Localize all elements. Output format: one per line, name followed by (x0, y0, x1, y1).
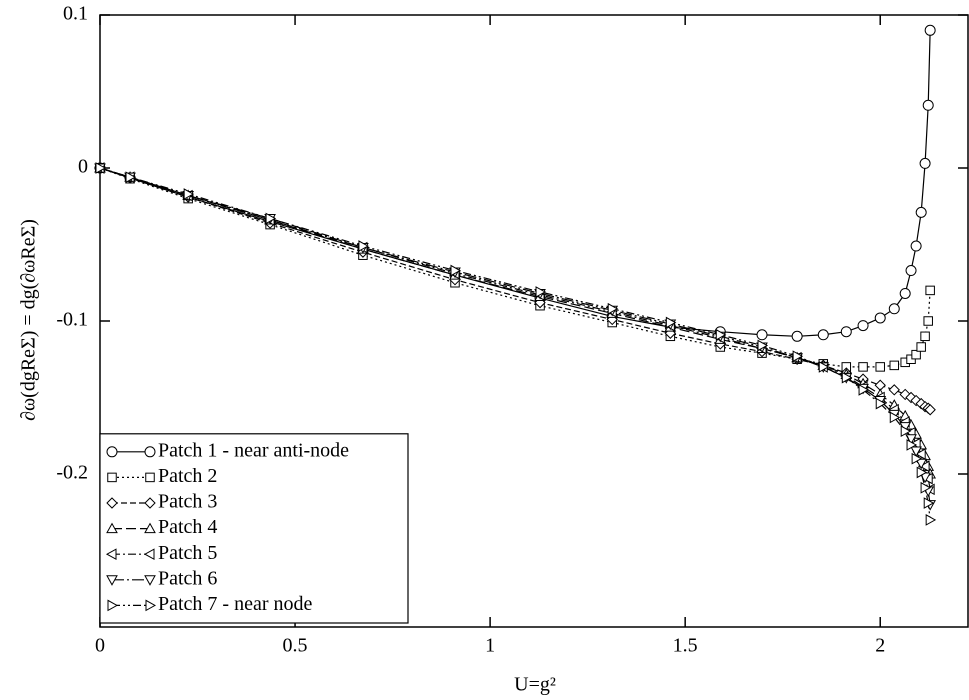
y-tick-label: -0.1 (56, 309, 88, 331)
marker (924, 404, 936, 416)
marker (919, 460, 930, 473)
legend-marker (107, 599, 119, 612)
marker (889, 360, 900, 371)
marker (924, 24, 936, 36)
marker (95, 162, 107, 174)
marker (923, 497, 935, 509)
y-tick-label: 0 (78, 156, 88, 178)
legend-marker (106, 575, 118, 586)
x-tick-label: 2 (875, 635, 885, 657)
marker (920, 481, 932, 494)
marker (920, 331, 930, 342)
legend-marker (105, 548, 117, 561)
marker (791, 330, 803, 342)
legend-marker (144, 497, 156, 509)
marker (875, 362, 885, 372)
marker (911, 452, 923, 465)
marker (915, 206, 927, 218)
marker (792, 350, 804, 363)
marker (922, 99, 934, 111)
marker (875, 397, 887, 410)
marker (665, 316, 677, 329)
x-tick-label: 1.5 (673, 635, 698, 657)
legend-label: Patch 7 - near node (158, 593, 313, 615)
marker (841, 371, 853, 384)
legend-label: Patch 4 (158, 516, 217, 538)
marker (874, 312, 886, 324)
marker (910, 240, 922, 252)
legend-marker (145, 472, 155, 483)
series-line (99, 30, 931, 337)
legend-label: Patch 2 (158, 465, 217, 487)
marker (125, 171, 137, 184)
marker (906, 439, 918, 451)
series-line (99, 167, 931, 368)
marker (889, 411, 901, 424)
marker (840, 326, 852, 338)
series-line (99, 167, 931, 475)
x-tick-label: 0 (95, 635, 105, 657)
marker (915, 458, 928, 470)
x-axis-label: U=g² (514, 674, 556, 696)
marker (757, 339, 769, 352)
legend-marker (145, 599, 157, 612)
marker (923, 316, 933, 326)
marker (756, 329, 768, 341)
x-tick-label: 1 (485, 635, 495, 657)
marker (535, 286, 547, 298)
marker (910, 437, 921, 450)
marker (607, 302, 619, 315)
y-axis-label: ∂ω(dgReΣ) = dg(∂ωReΣ) (18, 219, 40, 421)
marker (358, 240, 369, 252)
x-tick-label: 0.5 (283, 635, 308, 657)
y-tick-label: -0.2 (56, 462, 88, 484)
marker (925, 285, 935, 296)
marker (265, 212, 277, 225)
legend-marker (144, 446, 156, 458)
legend-marker (107, 472, 117, 483)
marker (888, 384, 900, 396)
marker (916, 342, 926, 352)
legend-marker (143, 548, 155, 561)
marker (916, 466, 928, 479)
legend-marker (144, 575, 156, 586)
marker (905, 265, 917, 277)
legend: Patch 1 - near anti-node Patch 2 Patch 3 Pa… (99, 433, 409, 624)
marker (899, 287, 911, 299)
legend-label: Patch 5 (158, 542, 217, 564)
marker (818, 361, 830, 373)
legend-marker (106, 522, 118, 534)
legend-marker (144, 522, 156, 534)
marker (183, 188, 195, 200)
marker (858, 384, 870, 396)
marker (715, 328, 727, 341)
marker (857, 320, 869, 332)
marker (450, 264, 462, 277)
marker (919, 157, 931, 169)
legend-label: Patch 3 (158, 491, 217, 513)
marker (817, 329, 829, 341)
legend-marker (106, 497, 118, 509)
marker (900, 425, 912, 438)
legend-label: Patch 6 (158, 567, 217, 589)
marker (911, 349, 921, 360)
marker (858, 362, 868, 372)
legend-marker (106, 446, 118, 458)
marker (888, 303, 900, 315)
legend-label: Patch 1 - near anti-node (158, 439, 349, 461)
y-tick-label: 0.1 (63, 3, 88, 25)
marker (925, 514, 937, 526)
marker (915, 448, 926, 460)
